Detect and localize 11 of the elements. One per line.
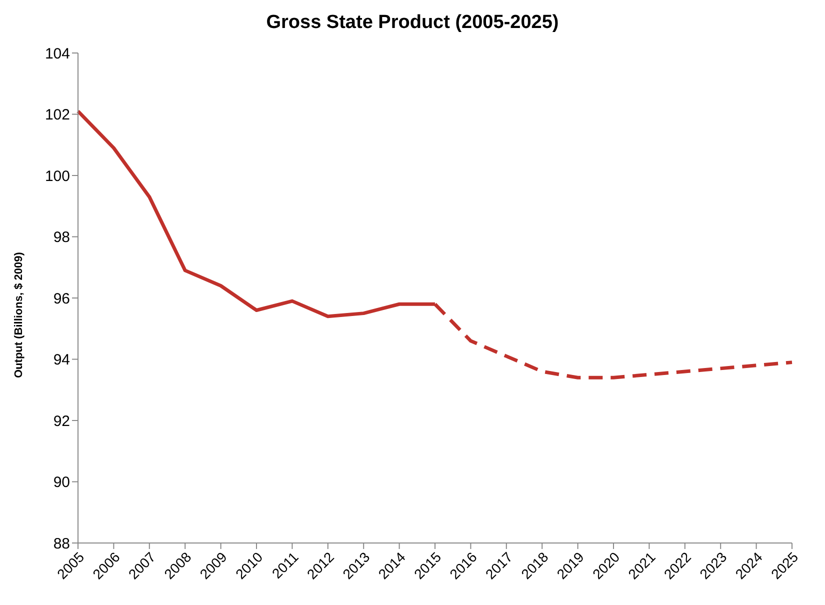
y-axis-title: Output (Billions, $ 2009) — [12, 252, 25, 378]
chart-title: Gross State Product (2005-2025) — [265, 11, 560, 35]
y-tick-label: 102 — [44, 106, 70, 124]
y-tick-label: 104 — [44, 45, 70, 62]
y-tick-label: 96 — [53, 290, 70, 308]
y-tick-label: 98 — [53, 229, 70, 246]
y-tick-label: 90 — [53, 474, 70, 492]
y-tick-label: 88 — [53, 535, 70, 552]
y-tick-label: 100 — [44, 168, 70, 185]
y-tick-label: 94 — [53, 352, 70, 369]
y-tick-label: 92 — [53, 412, 70, 430]
